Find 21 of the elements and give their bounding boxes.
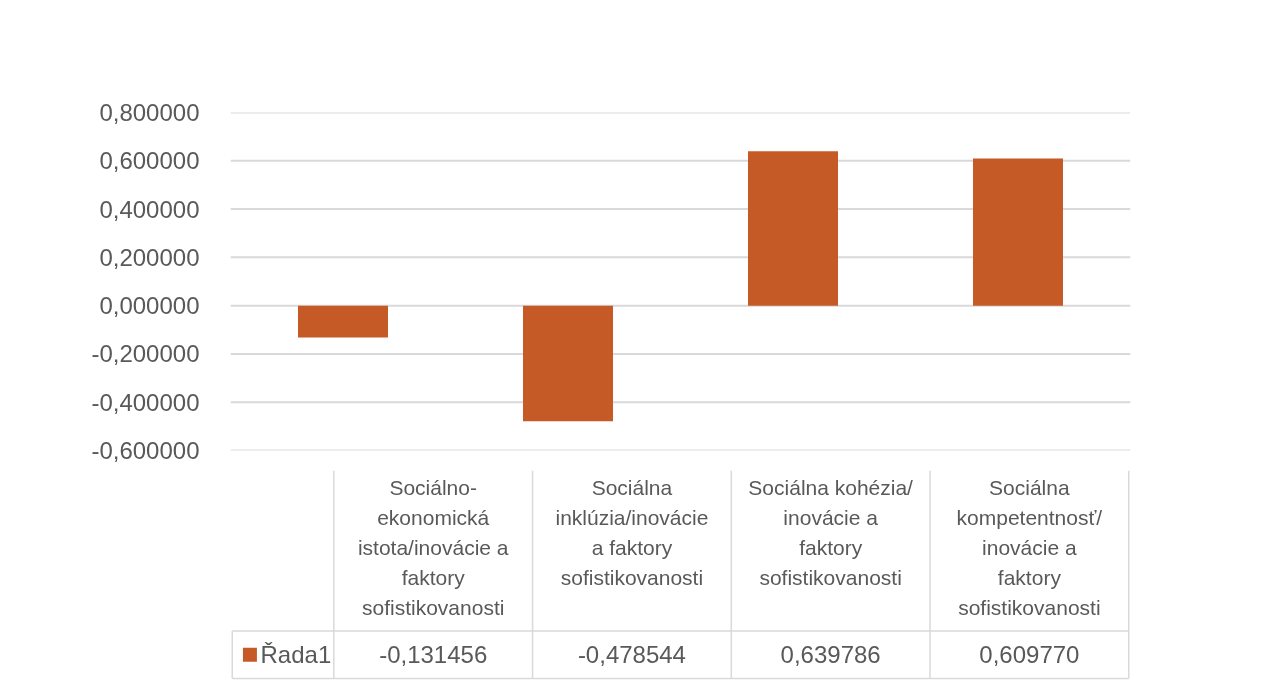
y-tick-label: -0,400000 — [91, 388, 200, 416]
bar — [523, 305, 613, 422]
bar — [748, 151, 838, 306]
x-tick-label: Sociálna inklúzia/inovácie a faktory sofistikovanosti — [555, 476, 709, 590]
x-tick-label: Sociálna kompetentnosť/inovácie a faktory sofistikovanosti — [956, 476, 1103, 620]
y-tick-label: 0,800000 — [99, 99, 200, 126]
data-label: 0,639786 — [780, 641, 881, 669]
y-tick-label: 0,200000 — [99, 243, 200, 271]
legend-label: Řada1 — [260, 641, 332, 669]
bar — [298, 305, 388, 338]
data-label: -0,131456 — [379, 641, 488, 669]
y-tick-label: -0,200000 — [91, 340, 200, 368]
y-tick-label: 0,600000 — [99, 147, 200, 175]
x-tick-label: Sociálno-ekonomická istota/inovácie a faktory sofistikovanosti — [357, 476, 509, 620]
x-tick-label: Sociálna kohézia/inovácie a faktory sofistikovanosti — [748, 476, 914, 590]
y-tick-label: 0,000000 — [99, 292, 200, 320]
data-label: -0,478544 — [577, 641, 686, 669]
y-tick-label: -0,600000 — [91, 437, 200, 464]
y-tick-label: 0,400000 — [99, 195, 200, 223]
data-label: 0,609770 — [979, 641, 1080, 669]
bar — [973, 158, 1063, 306]
